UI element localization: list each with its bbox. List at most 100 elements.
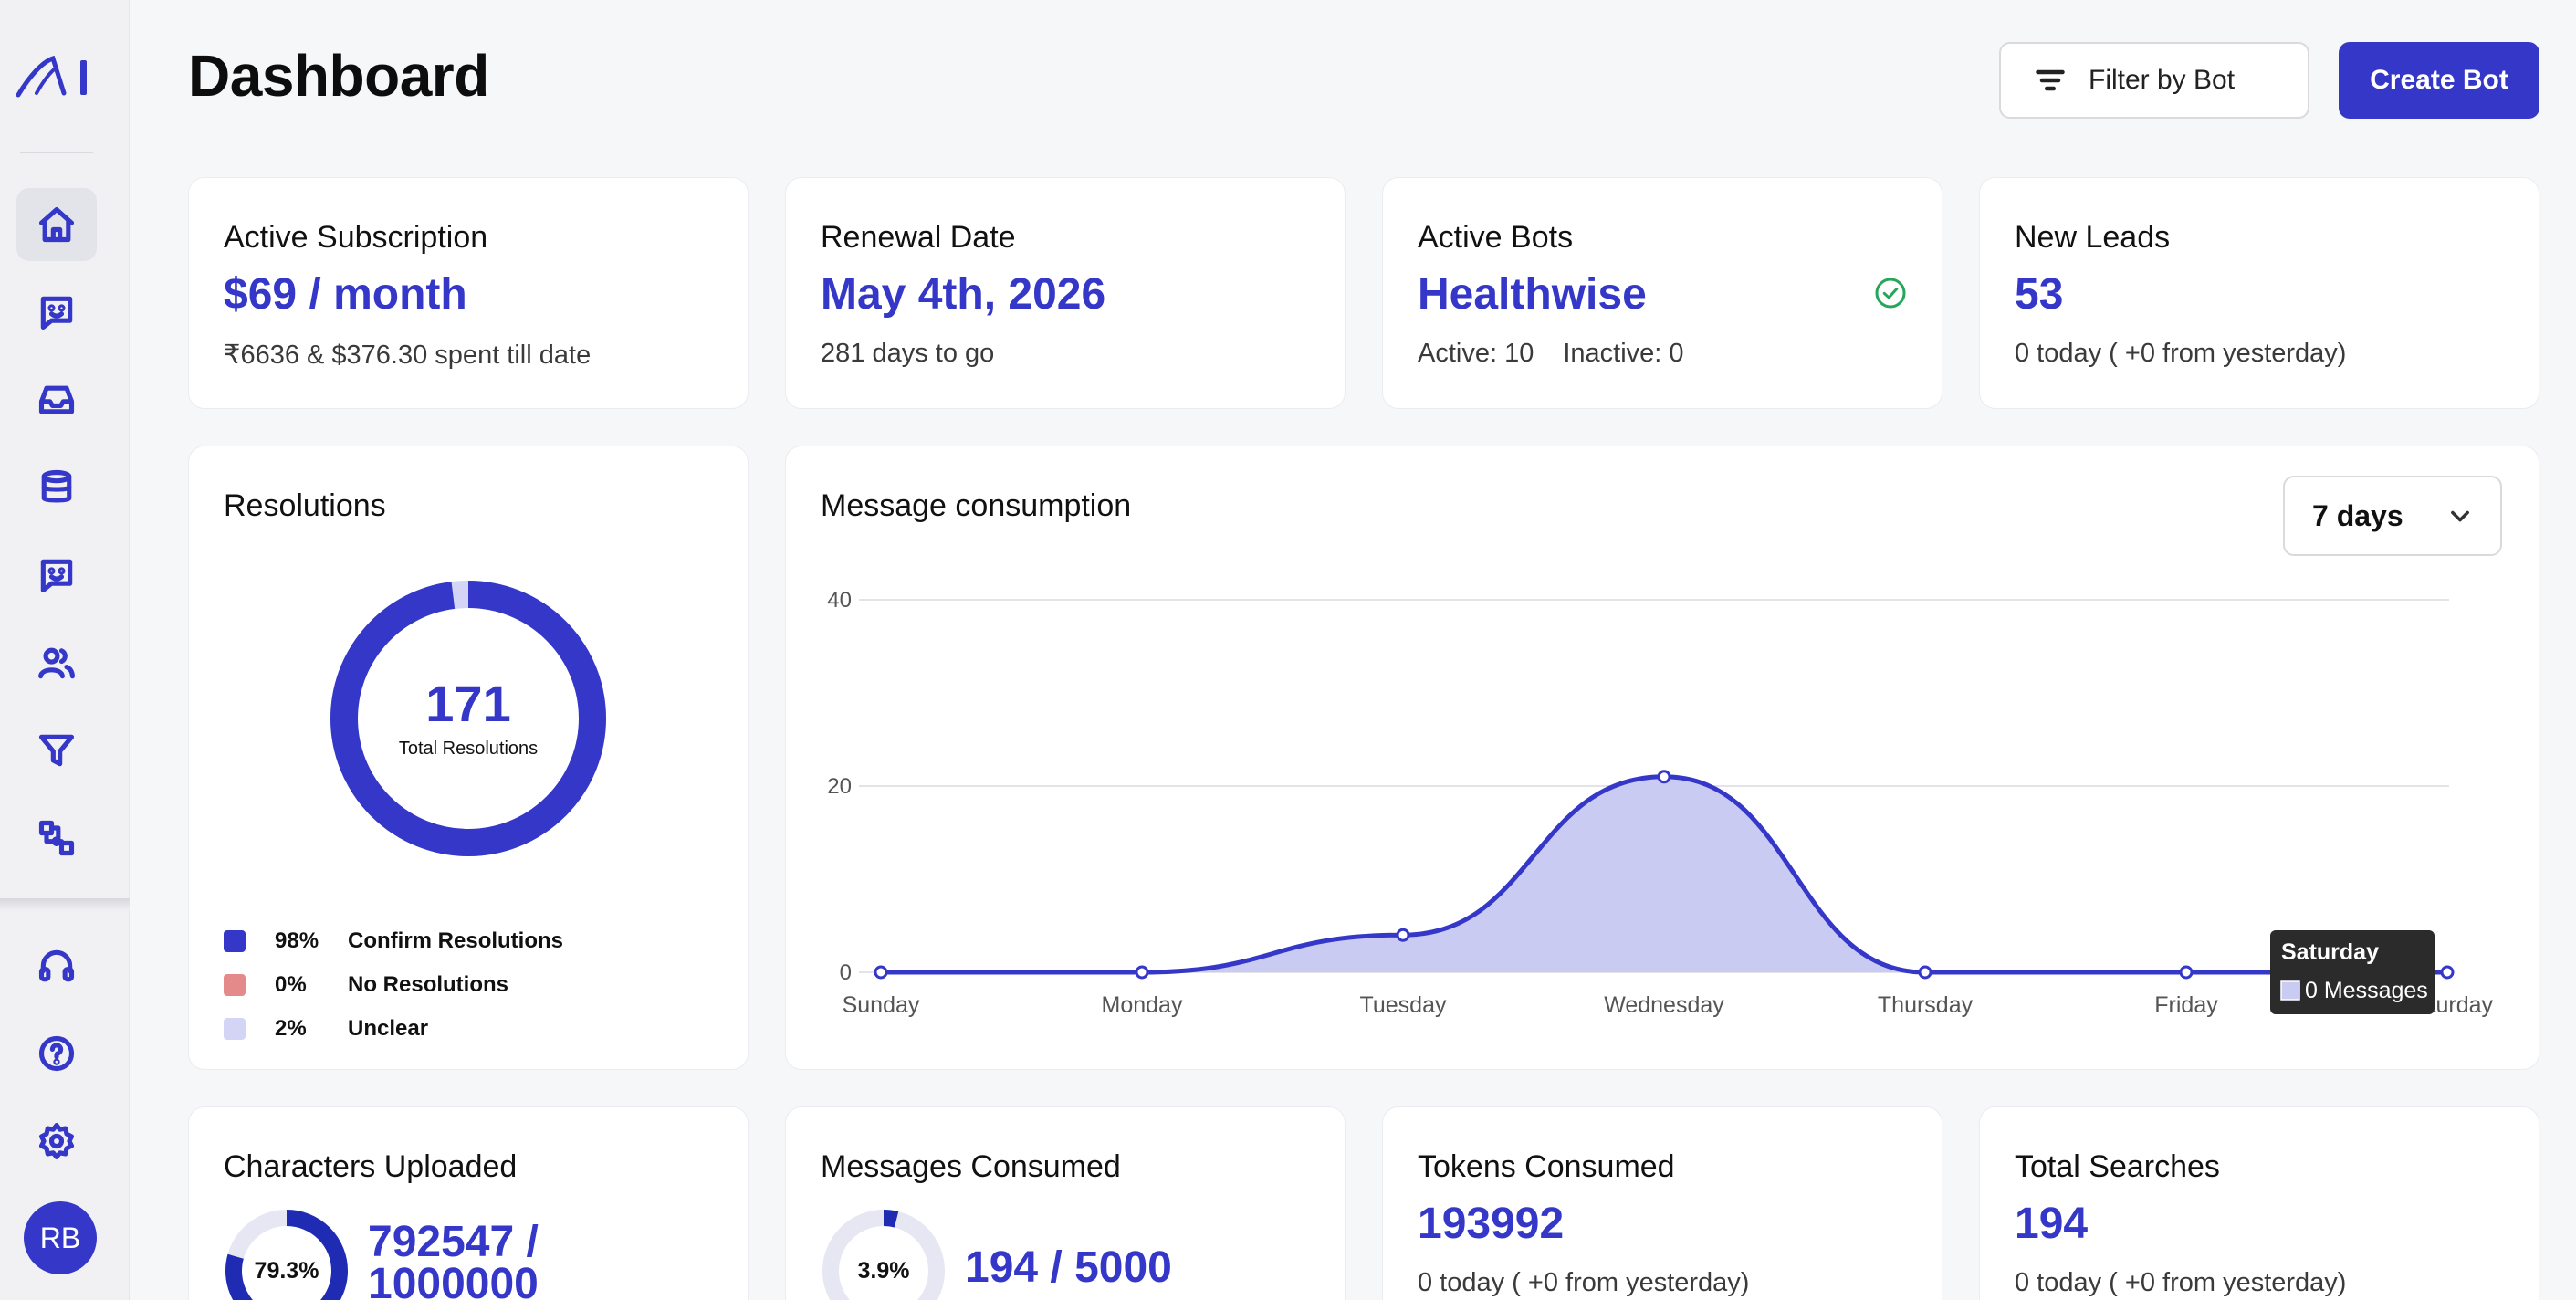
characters-percent: 79.3% (254, 1257, 319, 1284)
characters-ring-progress (225, 1210, 348, 1300)
legend-label: Unclear (348, 1016, 429, 1041)
card-subtext: ₹6636 & $376.30 spent till date (224, 341, 592, 370)
donut-center: 171 Total Resolutions (330, 580, 607, 857)
home-icon (38, 206, 75, 243)
card-new-leads: New Leads 53 0 today ( +0 from yesterday… (1979, 177, 2539, 409)
legend-item: 2% Unclear (224, 1007, 563, 1051)
chat-bot-icon (40, 559, 73, 593)
y-tick-label: 40 (827, 588, 852, 613)
card-characters-uploaded: Characters Uploaded 79.3% 792547 / 10000… (188, 1106, 749, 1300)
legend-percent: 98% (275, 928, 319, 953)
card-value: May 4th, 2026 (821, 270, 1106, 319)
card-title: Resolutions (224, 488, 386, 523)
card-total-searches: Total Searches 194 0 today ( +0 from yes… (1979, 1106, 2539, 1300)
card-label: Messages Consumed (821, 1149, 1121, 1184)
chart-tooltip: Saturday 0 Messages (2270, 930, 2435, 1014)
card-subtext: 0 today ( +0 from yesterday) (2015, 1268, 2347, 1297)
y-tick-label: 20 (827, 774, 852, 799)
sidebar-item-users[interactable] (16, 626, 97, 699)
data-point-wednesday[interactable] (1657, 770, 1671, 784)
messages-percent: 3.9% (857, 1257, 910, 1284)
sidebar-item-support[interactable] (16, 929, 97, 1002)
card-active-subscription: Active Subscription $69 / month ₹6636 & … (188, 177, 749, 409)
sidebar-item-integrations[interactable] (16, 802, 97, 875)
app-logo[interactable] (16, 53, 93, 102)
avatar[interactable]: RB (24, 1201, 97, 1274)
total-resolutions-value: 171 (425, 674, 511, 732)
sidebar-item-inbox[interactable] (16, 363, 97, 436)
active-count: Active: 10 (1418, 339, 1534, 368)
legend-label: Confirm Resolutions (348, 928, 564, 953)
headset-icon (38, 949, 75, 982)
x-tick-label: Thursday (1878, 992, 1974, 1018)
check-circle-icon (1875, 278, 1906, 309)
data-point-saturday[interactable] (2440, 965, 2455, 980)
messages-progress-ring: 3.9% (821, 1208, 947, 1300)
x-tick-label: Wednesday (1604, 992, 1724, 1018)
resolutions-legend: 98% Confirm Resolutions 0% No Resolution… (224, 919, 563, 1051)
data-point-sunday[interactable] (874, 965, 888, 980)
sidebar-divider (20, 152, 93, 153)
range-select[interactable]: 7 days (2283, 476, 2502, 556)
sidebar-item-filters[interactable] (16, 714, 97, 787)
tooltip-text: 0 Messages (2305, 978, 2428, 1003)
confirm-resolutions-arc (330, 581, 606, 856)
card-subtext: 281 days to go (821, 339, 995, 368)
legend-swatch (224, 1018, 246, 1040)
sidebar-item-conversations[interactable] (16, 539, 97, 612)
card-value: $69 / month (224, 270, 467, 319)
card-active-bots: Active Bots Healthwise Active: 10 Inacti… (1382, 177, 1942, 409)
card-label: Characters Uploaded (224, 1149, 518, 1184)
inactive-count: Inactive: 0 (1563, 339, 1684, 368)
message-consumption-chart: 0 20 40 Sunday Monday Tuesday Wednesday Thursd… (827, 588, 2493, 1018)
sidebar-item-help[interactable] (16, 1017, 97, 1090)
card-renewal-date: Renewal Date May 4th, 2026 281 days to g… (785, 177, 1346, 409)
help-icon (38, 1035, 75, 1072)
card-subtext: 0 today ( +0 from yesterday) (1418, 1268, 1750, 1297)
x-tick-label: Monday (1102, 992, 1183, 1018)
chat-bot-icon (40, 296, 73, 330)
messages-value: 194 / 5000 (965, 1243, 1172, 1292)
sidebar-item-settings[interactable] (16, 1105, 97, 1178)
resolutions-donut-chart (330, 581, 606, 856)
tooltip-swatch (2280, 980, 2300, 1001)
x-tick-label: Friday (2154, 992, 2218, 1018)
card-value: Healthwise (1418, 270, 1647, 319)
filter-icon (38, 734, 75, 767)
card-label: Active Bots (1418, 220, 1574, 255)
users-icon (38, 647, 75, 679)
card-label: Active Subscription (224, 220, 488, 255)
database-icon (41, 469, 72, 503)
legend-percent: 0% (275, 972, 307, 997)
total-resolutions-caption: Total Resolutions (398, 738, 539, 759)
card-value: 194 (2015, 1200, 2089, 1248)
card-label: New Leads (2015, 220, 2171, 255)
characters-value-line2: 1000000 (368, 1260, 539, 1300)
filter-lines-icon (2036, 69, 2065, 91)
card-value: 193992 (1418, 1200, 1565, 1248)
settings-icon (38, 1123, 75, 1159)
tooltip-title: Saturday (2281, 939, 2379, 965)
page-title: Dashboard (188, 43, 489, 109)
sidebar-item-home[interactable] (16, 188, 97, 261)
filter-by-bot-button[interactable]: Filter by Bot (1999, 42, 2309, 119)
data-point-tuesday[interactable] (1396, 928, 1410, 942)
sidebar-item-bots[interactable] (16, 276, 97, 349)
messages-ring-progress (822, 1210, 945, 1300)
card-value: 53 (2015, 270, 2064, 319)
filter-by-bot-label: Filter by Bot (2089, 65, 2236, 95)
card-label: Total Searches (2015, 1149, 2220, 1184)
sidebar-item-data[interactable] (16, 451, 97, 524)
x-tick-label: Tuesday (1360, 992, 1447, 1018)
create-bot-button[interactable]: Create Bot (2339, 42, 2539, 119)
data-point-monday[interactable] (1135, 965, 1149, 980)
resolutions-donut: 171 Total Resolutions (330, 580, 607, 857)
card-tokens-consumed: Tokens Consumed 193992 0 today ( +0 from… (1382, 1106, 1942, 1300)
chevron-down-icon (2451, 510, 2469, 522)
data-point-friday[interactable] (2179, 965, 2194, 980)
x-tick-label: Sunday (843, 992, 920, 1018)
sidebar: RB (0, 0, 130, 1300)
data-point-thursday[interactable] (1918, 965, 1932, 980)
card-subtext: 0 today ( +0 from yesterday) (2015, 339, 2347, 368)
card-title: Message consumption (821, 488, 1132, 523)
